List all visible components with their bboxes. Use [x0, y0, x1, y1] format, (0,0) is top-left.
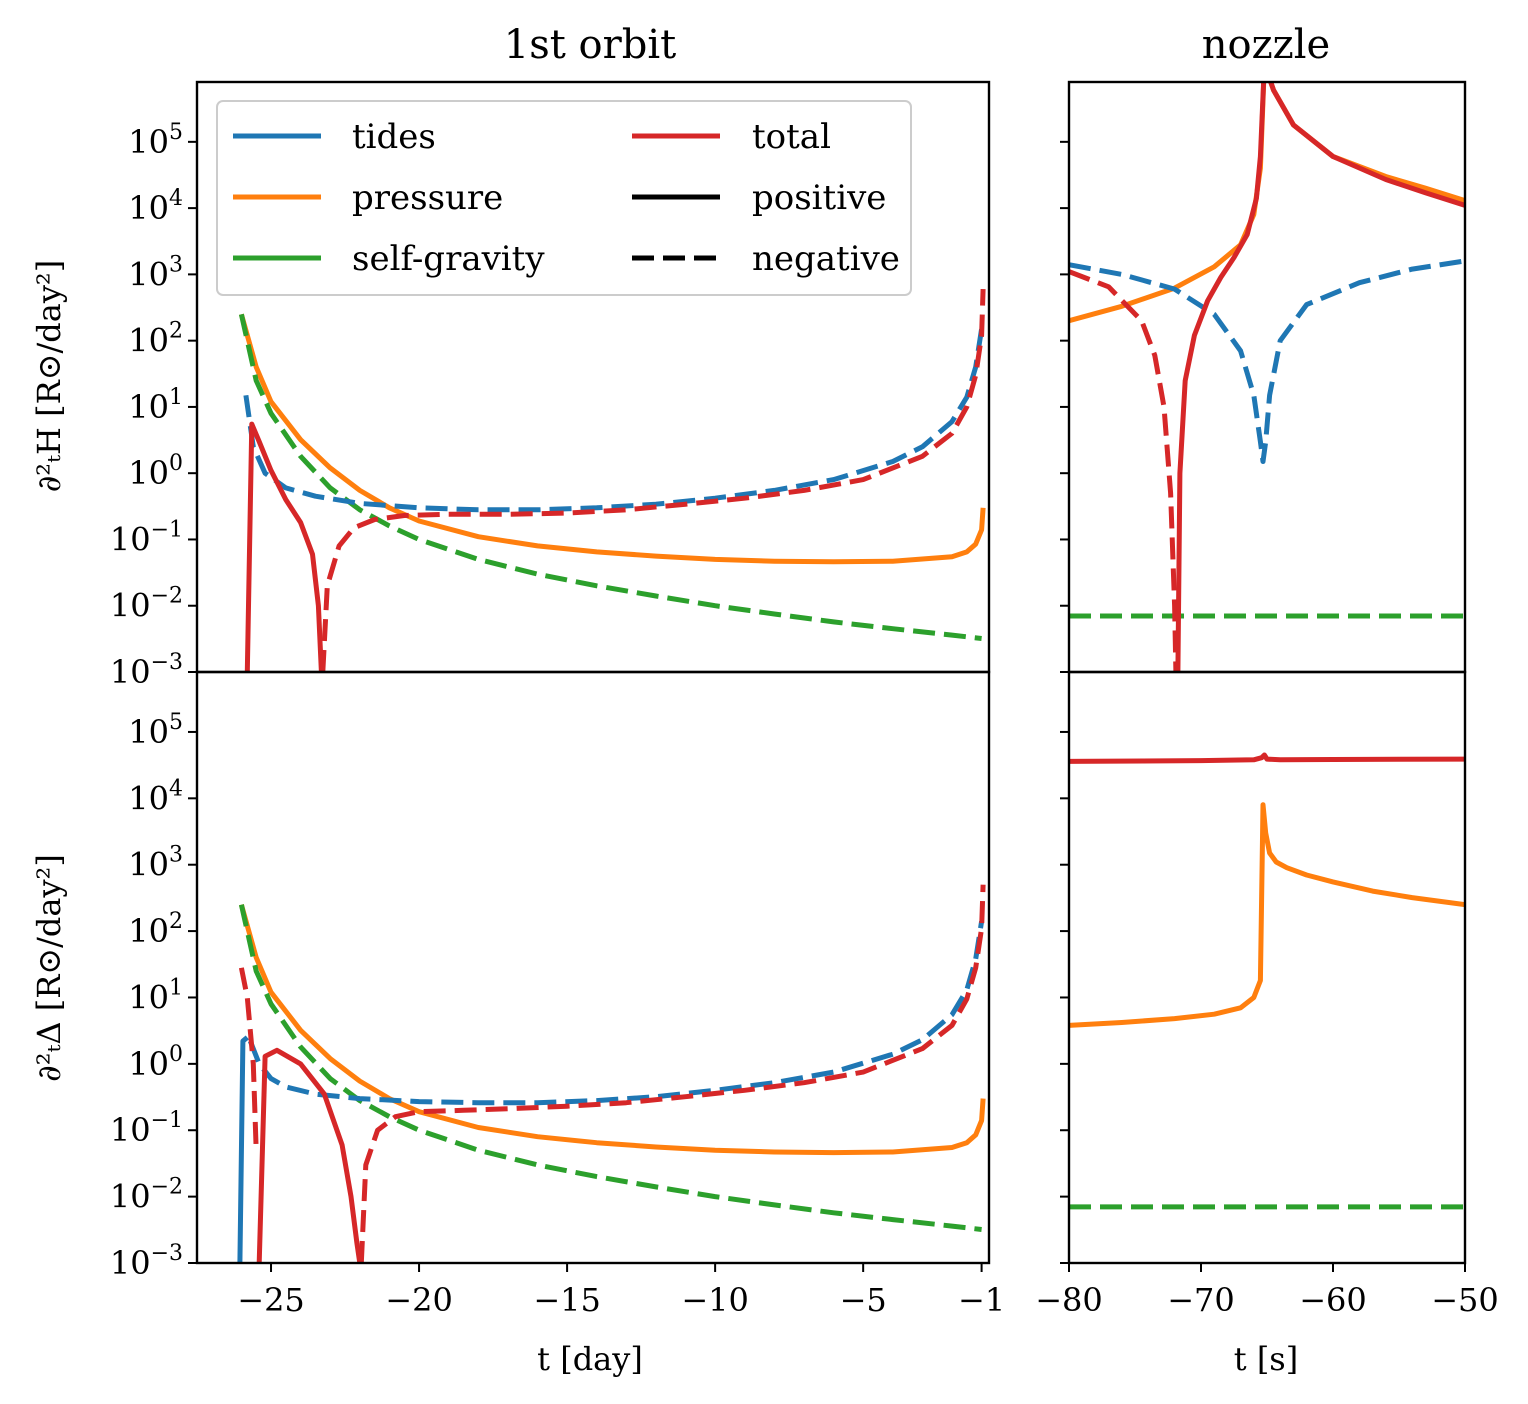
series-total-negative — [1069, 269, 1179, 672]
series-tides-negative — [247, 921, 985, 1106]
legend-label-pressure: pressure — [352, 178, 503, 218]
ytick-label: 10−1 — [110, 1108, 183, 1149]
series-tides-negative — [1069, 258, 1465, 464]
ytick-label: 103 — [128, 252, 183, 293]
ytick-label: 100 — [128, 1042, 183, 1083]
xlabel-right: t [s] — [1234, 1340, 1298, 1378]
xtick-label: −80 — [1035, 1281, 1103, 1319]
ytick-label: 10−1 — [110, 517, 183, 558]
legend: tides pressure self-gravity total positive ne… — [216, 100, 912, 296]
series-pressure-positive — [1069, 82, 1465, 324]
ytick-label: 10−2 — [110, 584, 183, 625]
xtick-label: −10 — [681, 1281, 749, 1319]
series-total-negative — [238, 967, 259, 1151]
ytick-label: 105 — [128, 120, 183, 161]
ytick-label: 10−3 — [110, 650, 183, 691]
series-pressure-positive — [1069, 802, 1465, 1028]
series-total-positive — [244, 421, 324, 672]
legend-label-total: total — [752, 117, 831, 157]
panel-bottom-left: 105 104 103 102 101 100 10−1 10−2 10−3 −25 −20 −15 −… — [110, 670, 1005, 1319]
title-right: nozzle — [1202, 22, 1330, 68]
legend-label-self-gravity: self-gravity — [352, 239, 545, 279]
series-pressure-positive — [238, 904, 986, 1156]
xtick-label: −70 — [1167, 1281, 1235, 1319]
xlabel-left: t [day] — [537, 1340, 643, 1378]
series-pressure-positive — [238, 313, 986, 565]
legend-label-negative: negative — [752, 239, 900, 279]
ytick-label: 105 — [128, 710, 183, 751]
series-total-positive — [1069, 752, 1465, 764]
ylabel-bottom: ∂²ₜΔ [R⊙/day²] — [30, 854, 68, 1082]
series-total-positive — [1175, 82, 1465, 672]
xtick-label: −15 — [533, 1281, 601, 1319]
ytick-label: 101 — [128, 975, 183, 1016]
legend-label-tides: tides — [352, 117, 436, 157]
xtick-label: −60 — [1299, 1281, 1367, 1319]
xtick-label: −25 — [237, 1281, 305, 1319]
panel-bottom-right: −80 −70 −60 −50 — [1035, 670, 1499, 1319]
ytick-label: 103 — [128, 843, 183, 884]
ylabel-top: ∂²ₜH [R⊙/day²] — [30, 260, 68, 492]
panel-top-right — [1060, 80, 1467, 674]
ytick-label: 102 — [128, 909, 183, 950]
ytick-label: 10−2 — [110, 1175, 183, 1216]
ytick-label: 104 — [128, 186, 183, 227]
ytick-label: 10−3 — [110, 1241, 183, 1282]
xtick-label: −5 — [840, 1281, 887, 1319]
legend-box — [216, 100, 912, 296]
series-tides-negative — [243, 328, 985, 513]
series-total-negative — [358, 884, 986, 1263]
series-total-positive — [256, 1047, 363, 1263]
ytick-label: 101 — [128, 385, 183, 426]
series-total-negative — [320, 289, 986, 672]
axes-frame — [1067, 80, 1467, 674]
axes-frame — [1067, 670, 1467, 1265]
series-tides-positive — [237, 1035, 249, 1263]
ytick-label: 102 — [128, 319, 183, 360]
ytick-label: 104 — [128, 776, 183, 817]
xtick-label: −50 — [1431, 1281, 1499, 1319]
legend-label-positive: positive — [752, 178, 886, 218]
axes-frame — [195, 670, 991, 1265]
ytick-label: 100 — [128, 451, 183, 492]
xtick-label: −20 — [385, 1281, 453, 1319]
xtick-label: −1 — [958, 1281, 1005, 1319]
title-left: 1st orbit — [504, 22, 676, 68]
